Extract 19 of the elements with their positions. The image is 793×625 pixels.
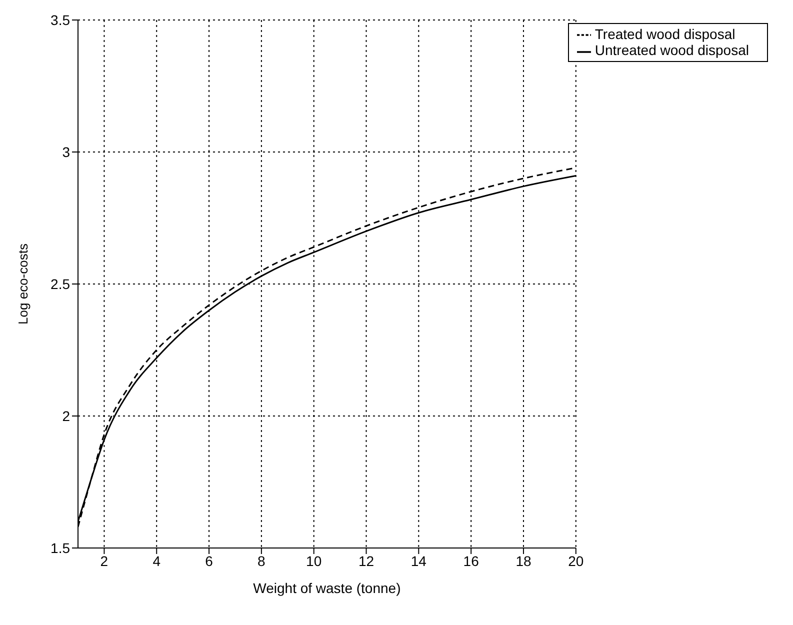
x-tick-label: 16 — [463, 552, 480, 569]
x-tick-label: 10 — [306, 552, 322, 569]
x-tick-label: 6 — [205, 552, 214, 569]
y-tick-label: 3.5 — [50, 12, 70, 28]
x-tick-label: 2 — [100, 552, 108, 569]
legend-label: Untreated wood disposal — [594, 42, 749, 58]
x-tick-label: 4 — [152, 552, 161, 569]
x-axis-title: Weight of waste (tonne) — [253, 580, 401, 596]
x-tick-label: 8 — [258, 552, 266, 569]
y-tick-label: 2 — [62, 408, 70, 424]
y-tick-label: 1.5 — [50, 540, 70, 556]
legend-label: Treated wood disposal — [594, 26, 736, 42]
y-tick-label: 3 — [62, 144, 70, 160]
x-tick-label: 20 — [568, 552, 584, 569]
y-axis-title: Log eco-costs — [16, 243, 31, 324]
x-tick-label: 12 — [358, 552, 374, 569]
x-tick-label: 14 — [410, 552, 427, 569]
y-tick-label: 2.5 — [50, 276, 70, 292]
x-tick-label: 18 — [516, 552, 532, 569]
